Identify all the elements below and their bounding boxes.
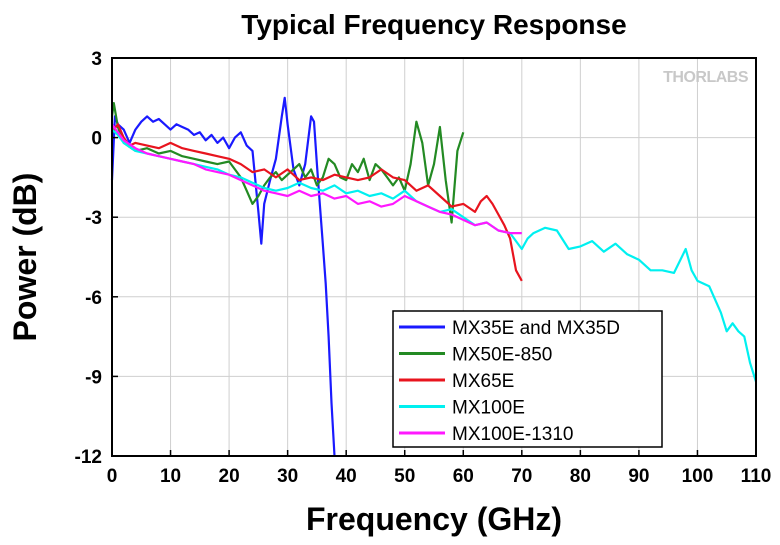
- thorlabs-logo-text: THORLABS: [663, 69, 749, 86]
- series-line-mx100e-1310: [111, 123, 522, 235]
- x-tick-label: 0: [107, 466, 118, 487]
- legend-label: MX50E-850: [452, 345, 552, 366]
- x-tick-label: 110: [741, 466, 772, 487]
- x-tick-label: 60: [453, 466, 474, 487]
- x-tick-label: 40: [336, 466, 357, 487]
- series-line-mx100e: [111, 128, 758, 383]
- legend-label: MX100E-1310: [452, 424, 573, 445]
- y-tick-label: 0: [91, 129, 102, 150]
- legend-items: MX35E and MX35D MX50E-850 MX65E MX100E MX100…: [399, 318, 620, 445]
- thorlabs-logo: THORLABS: [663, 69, 749, 86]
- y-tick-label: -9: [85, 367, 102, 388]
- chart-title: Typical Frequency Response: [241, 9, 626, 40]
- x-tick-label: 20: [219, 466, 240, 487]
- legend-label: MX35E and MX35D: [452, 318, 620, 339]
- y-tick-label: -12: [75, 447, 102, 468]
- legend-label: MX65E: [452, 371, 514, 392]
- x-tick-label: 90: [628, 466, 649, 487]
- y-tick-label: 3: [91, 49, 102, 70]
- x-tick-label: 30: [277, 466, 298, 487]
- series-layer: [110, 96, 758, 457]
- y-axis-label: Power (dB): [7, 173, 43, 342]
- x-tick-label: 10: [160, 466, 181, 487]
- y-tick-label: -3: [85, 208, 102, 229]
- y-tick-label: -6: [85, 288, 102, 309]
- series-line-mx65e: [111, 123, 523, 282]
- series-line-mx50e-850: [110, 102, 465, 224]
- legend: MX35E and MX35D MX50E-850 MX65E MX100E MX100…: [392, 310, 663, 448]
- x-tick-label: 100: [682, 466, 714, 487]
- x-tick-label: 70: [511, 466, 532, 487]
- x-tick-label: 50: [394, 466, 415, 487]
- x-tick-label: 80: [570, 466, 591, 487]
- x-axis-label: Frequency (GHz): [306, 501, 562, 537]
- legend-label: MX100E: [452, 398, 525, 419]
- series-line-mx35e-and-mx35d: [110, 96, 336, 457]
- plot-frame: [111, 57, 757, 457]
